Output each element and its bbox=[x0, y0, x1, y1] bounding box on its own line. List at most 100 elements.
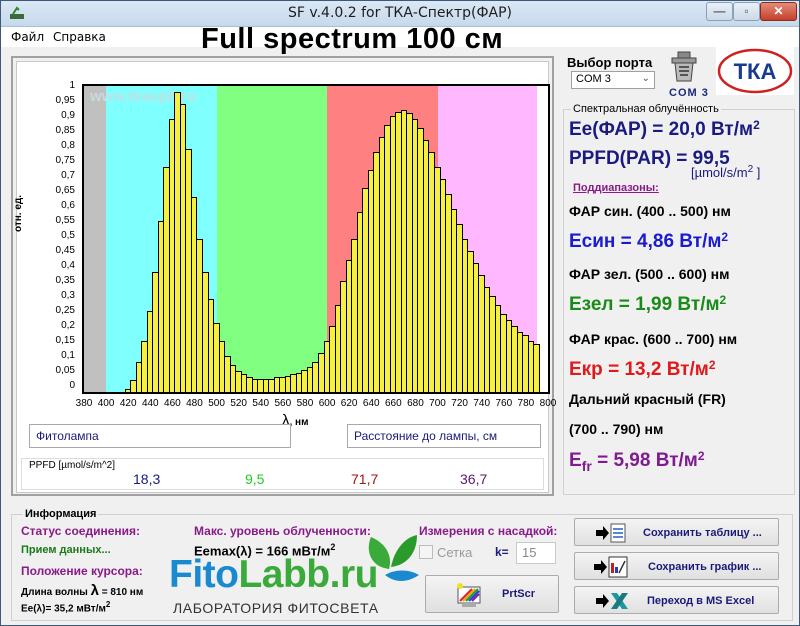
x-tick-label: 580 bbox=[296, 398, 314, 409]
irradiance-panel bbox=[563, 109, 795, 495]
y-tick-label: 0,25 bbox=[55, 305, 75, 316]
save-table-button[interactable]: Сохранить таблицу ... bbox=[574, 518, 779, 546]
minimize-button[interactable]: — bbox=[706, 2, 733, 21]
fr-range-label: Дальний красный (FR) bbox=[569, 391, 726, 407]
x-tick-label: 800 bbox=[539, 398, 557, 409]
y-tick-label: 0,2 bbox=[61, 320, 75, 331]
ppfd-fr-value: 36,7 bbox=[460, 471, 488, 487]
lamp-name-field[interactable]: Фитолампа bbox=[29, 424, 291, 448]
x-tick-label: 760 bbox=[495, 398, 513, 409]
svg-text:ТКА: ТКА bbox=[734, 59, 777, 84]
maximize-icon: ▫ bbox=[744, 4, 749, 18]
y-tick-label: 0,35 bbox=[55, 275, 75, 286]
x-tick-label: 560 bbox=[274, 398, 292, 409]
attachment-label: Измерения с насадкой: bbox=[419, 524, 558, 538]
max-irradiance-value: Eemax(λ) = 166 мВт/м2 bbox=[194, 542, 336, 559]
ppfd-green-value: 9,5 bbox=[245, 471, 265, 487]
x-tick-label: 780 bbox=[517, 398, 535, 409]
prtscr-button[interactable]: PrtScr bbox=[425, 575, 559, 613]
x-tick-label: 700 bbox=[429, 398, 446, 409]
y-tick-label: 0,75 bbox=[55, 155, 75, 166]
y-tick-label: 1 bbox=[69, 80, 75, 91]
ee-par-value: Ee(ФАР) = 20,0 Вт/м2 bbox=[569, 118, 760, 140]
y-tick-label: 0,8 bbox=[61, 140, 75, 151]
menu-file[interactable]: Файл bbox=[11, 30, 45, 44]
save-chart-button[interactable]: Сохранить график ... bbox=[574, 552, 779, 580]
save-table-icon bbox=[596, 523, 626, 543]
chart-canvas[interactable]: отн. ед. 0 0,05 0,1 0,15 0,2 0,25 0,3 0,35 0,4 0,… bbox=[13, 61, 556, 493]
excel-export-button[interactable]: Переход в MS Excel bbox=[574, 586, 779, 614]
ppfd-label: PPFD [µmol/s/m^2] bbox=[27, 460, 118, 471]
y-tick-label: 0,5 bbox=[61, 230, 75, 241]
chart-panel: отн. ед. 0 0,05 0,1 0,15 0,2 0,25 0,3 0,35 0,4 0,… bbox=[11, 56, 556, 496]
max-irradiance-label: Макс. уровень облученности: bbox=[194, 524, 371, 538]
menu-help[interactable]: Справка bbox=[53, 30, 106, 44]
page-title: Full spectrum 100 см bbox=[201, 23, 504, 55]
maximize-button[interactable]: ▫ bbox=[733, 2, 760, 21]
info-panel bbox=[11, 514, 793, 621]
x-tick-label: 520 bbox=[230, 398, 247, 409]
x-tick-label: 460 bbox=[164, 398, 181, 409]
leaves-icon bbox=[368, 535, 419, 581]
fitolabb-logo: FitoLabb.ru bbox=[169, 553, 378, 596]
y-tick-label: 0,7 bbox=[61, 170, 75, 181]
cursor-irradiance: Ee(λ)= 35,2 мВт/м2 bbox=[21, 600, 111, 615]
y-tick-label: 0,9 bbox=[61, 110, 75, 121]
y-tick-label: 0,95 bbox=[55, 95, 75, 106]
y-tick-label: 0,6 bbox=[61, 200, 75, 211]
excel-icon bbox=[596, 593, 628, 609]
lambda-symbol: λ bbox=[282, 412, 290, 429]
x-tick-label: 440 bbox=[141, 398, 159, 409]
x-tick-label: 740 bbox=[473, 398, 491, 409]
port-select-value: COM 3 bbox=[576, 73, 611, 85]
y-tick-label: 0,05 bbox=[55, 365, 75, 376]
spectrum-bar bbox=[533, 344, 540, 392]
distance-field[interactable]: Расстояние до лампы, см bbox=[347, 424, 541, 448]
cursor-wavelength: Длина волны λ = 810 нм bbox=[21, 582, 144, 599]
y-tick-label: 0,45 bbox=[55, 245, 75, 256]
x-tick-label: 620 bbox=[340, 398, 358, 409]
y-tick-label: 0,4 bbox=[61, 260, 75, 271]
fr-range-nm: (700 .. 790) нм bbox=[569, 421, 664, 437]
close-icon: ✕ bbox=[773, 4, 784, 18]
green-range-label: ФАР зел. (500 .. 600) нм bbox=[569, 266, 730, 282]
spectral-band bbox=[216, 86, 328, 392]
x-axis-unit: , нм bbox=[289, 417, 309, 428]
red-irradiance-value: Eкр = 13,2 Вт/м2 bbox=[569, 358, 716, 380]
blue-range-label: ФАР син. (400 .. 500) нм bbox=[569, 203, 731, 219]
x-tick-label: 640 bbox=[362, 398, 380, 409]
y-tick-label: 0 bbox=[69, 380, 75, 391]
y-tick-label: 0,15 bbox=[55, 335, 75, 346]
ppfd-blue-value: 18,3 bbox=[133, 471, 161, 487]
subranges-label: Поддиапазоны: bbox=[573, 182, 659, 194]
app-icon bbox=[10, 6, 24, 19]
port-label: Выбор порта bbox=[567, 55, 653, 70]
close-button[interactable]: ✕ bbox=[760, 2, 797, 21]
ppfd-red-value: 71,7 bbox=[351, 471, 379, 487]
title-bar[interactable]: SF v.4.0.2 for ТКА-Спектр(ФАР) — ▫ ✕ bbox=[1, 1, 799, 27]
x-tick-label: 500 bbox=[208, 398, 225, 409]
red-range-label: ФАР крас. (600 .. 700) нм bbox=[569, 331, 738, 347]
tka-logo: ТКА bbox=[716, 47, 794, 95]
grid-checkbox-label: Сетка bbox=[437, 545, 473, 560]
watermark: www.tkaspb.ru bbox=[90, 88, 197, 105]
com-port-icon bbox=[671, 51, 697, 82]
x-tick-label: 480 bbox=[186, 398, 203, 409]
grid-checkbox[interactable] bbox=[419, 545, 433, 559]
save-chart-icon bbox=[594, 556, 628, 578]
spectral-band bbox=[84, 86, 107, 392]
y-tick-label: 0,55 bbox=[55, 215, 75, 226]
connection-status-value: Прием данных... bbox=[21, 544, 111, 556]
chevron-down-icon: ⌄ bbox=[641, 73, 650, 84]
ppfd-par-value: PPFD(PAR) = 99,5 bbox=[569, 148, 730, 169]
k-coefficient-input[interactable]: 15 bbox=[516, 542, 556, 564]
y-tick-label: 0,3 bbox=[61, 290, 75, 301]
port-select[interactable]: COM 3 ⌄ bbox=[571, 71, 655, 89]
connection-status-label: Статус соединения: bbox=[21, 524, 140, 538]
ppfd-group bbox=[21, 458, 544, 490]
y-axis-label: отн. ед. bbox=[13, 194, 24, 232]
spectrum-plot[interactable]: www.tkaspb.ru bbox=[82, 84, 550, 394]
minimize-icon: — bbox=[713, 4, 726, 18]
fitolabb-subtitle: ЛАБОРАТОРИЯ ФИТОСВЕТА bbox=[173, 600, 379, 616]
